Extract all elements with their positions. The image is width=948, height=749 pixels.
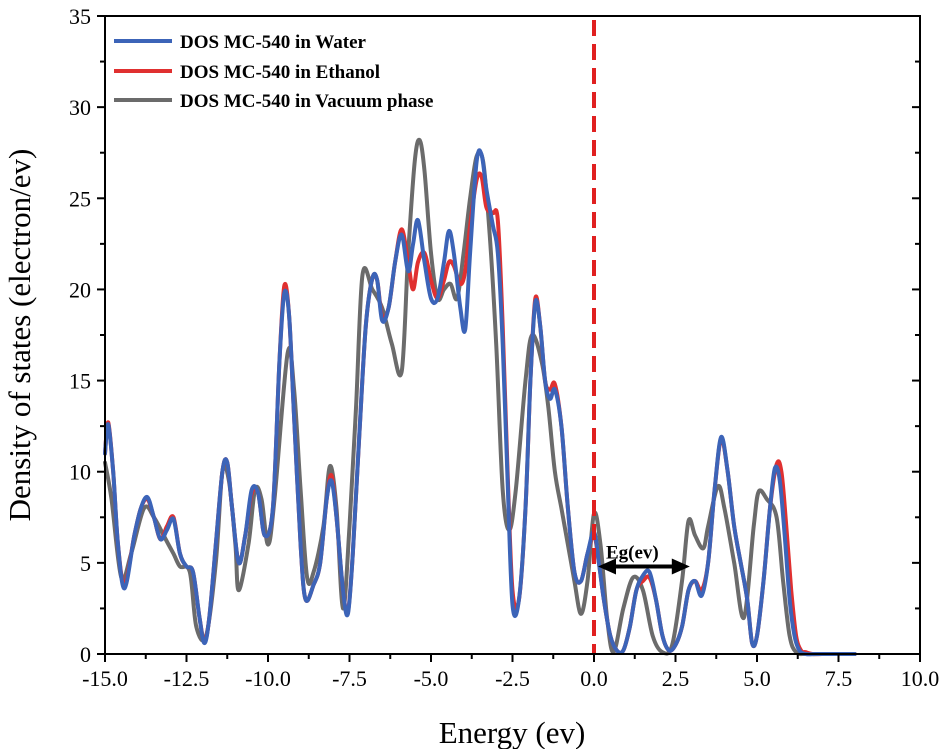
y-tick-label: 10 xyxy=(69,460,91,485)
x-tick-label: 10.0 xyxy=(901,666,940,691)
x-tick-label: 5.0 xyxy=(743,666,771,691)
y-tick-label: 0 xyxy=(80,642,91,667)
annotation-layer: Eg(ev) xyxy=(598,543,690,575)
x-tick-label: -15.0 xyxy=(82,666,128,691)
legend: DOS MC-540 in Water DOS MC-540 in Ethano… xyxy=(114,32,433,112)
x-tick-label: 2.5 xyxy=(662,666,690,691)
y-tick-label: 20 xyxy=(69,277,91,302)
eg-annotation-label: Eg(ev) xyxy=(606,543,659,564)
eg-arrow-head-right xyxy=(671,558,690,575)
x-tick-label: -2.5 xyxy=(495,666,530,691)
y-tick-label: 15 xyxy=(69,369,91,394)
y-tick-label: 25 xyxy=(69,186,91,211)
y-tick-label: 5 xyxy=(80,551,91,576)
series-layer xyxy=(103,137,857,657)
y-tick-label: 35 xyxy=(69,4,91,29)
x-tick-label: -7.5 xyxy=(332,666,367,691)
eg-arrow-head-left xyxy=(598,558,616,575)
legend-label-water: DOS MC-540 in Water xyxy=(180,32,367,53)
x-tick-label: -12.5 xyxy=(164,666,210,691)
axes-layer: -15.0 -12.5 -10.0 -7.5 -5.0 -2.5 0.0 2.5 5.0 7.5 1… xyxy=(69,4,939,691)
x-tick-label: -5.0 xyxy=(414,666,449,691)
y-tick-label: 30 xyxy=(69,95,91,120)
legend-label-vacuum: DOS MC-540 in Vacuum phase xyxy=(180,91,433,112)
x-tick-label: 7.5 xyxy=(825,666,853,691)
x-axis-title: Energy (ev) xyxy=(439,715,586,749)
y-axis-title: Density of states (electron/ev) xyxy=(2,149,37,522)
series-line-dos-mc-540-in-water xyxy=(103,148,857,657)
x-tick-label: 0.0 xyxy=(580,666,608,691)
legend-label-ethanol: DOS MC-540 in Ethanol xyxy=(180,62,380,83)
x-tick-label: -10.0 xyxy=(245,666,291,691)
